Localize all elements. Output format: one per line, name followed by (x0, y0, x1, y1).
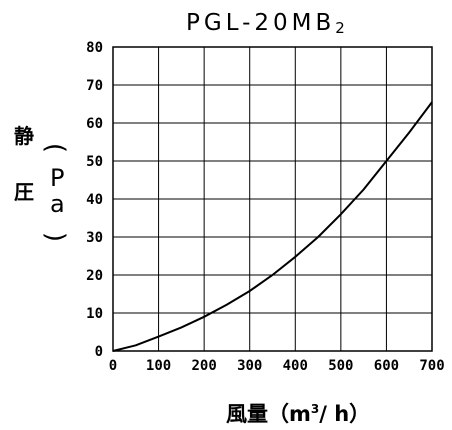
x-tick-label: 600 (374, 358, 399, 374)
x-tick-label: 400 (283, 358, 308, 374)
y-tick-label: 40 (86, 192, 103, 208)
y-tick-label: 50 (86, 154, 103, 170)
x-axis-label-end: / h） (319, 402, 371, 426)
x-tick-label: 500 (328, 358, 353, 374)
x-tick-label: 300 (237, 358, 262, 374)
y-tick-label: 0 (95, 344, 103, 360)
y-tick-label: 30 (86, 230, 103, 246)
ylabel-paren-close: ) (40, 231, 71, 243)
x-tick-label: 100 (146, 358, 171, 374)
chart-title: PGL-20MB2 (186, 10, 345, 37)
ylabel-unit: Pa (50, 164, 65, 218)
axes (112, 46, 433, 352)
x-tick-label: 200 (191, 358, 216, 374)
y-tick-label: 20 (86, 268, 103, 284)
x-tick-label: 700 (419, 358, 444, 374)
ylabel-char-2: 圧 (14, 180, 34, 204)
ylabel-char-1: 静 (14, 124, 34, 148)
y-tick-label: 80 (86, 40, 103, 56)
x-axis-label-sup: 3 (310, 402, 320, 416)
x-tick-labels: 0 100 200 300 400 500 600 700 (109, 358, 445, 374)
y-tick-label: 60 (86, 116, 103, 132)
series-line (112, 101, 433, 352)
x-axis-label-text: 風量（m (226, 402, 311, 426)
chart-title-text: PGL-20MB (186, 10, 336, 36)
grid (112, 46, 433, 352)
x-tick-label: 0 (109, 358, 117, 374)
y-tick-labels: 0 10 20 30 40 50 60 70 80 (86, 40, 103, 360)
plot-frame (112, 46, 433, 352)
ylabel-paren-open: ( (40, 142, 71, 154)
chart-title-subscript: 2 (335, 19, 345, 37)
y-tick-label: 10 (86, 306, 103, 322)
y-tick-label: 70 (86, 78, 103, 94)
x-axis-label: 風量（m3/ h） (226, 398, 370, 428)
